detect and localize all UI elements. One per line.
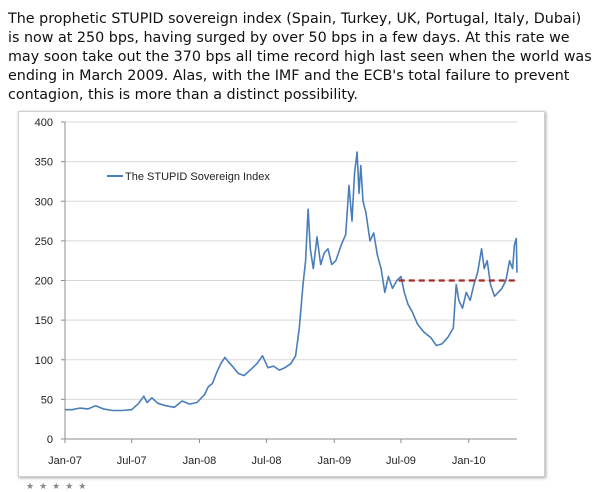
y-tick-label: 250 — [35, 236, 53, 248]
stupid-sovereign-index-chart: 0 50 100 150 200 250 300 350 400 Jan-07 Jul-07 Jan-… — [35, 117, 518, 467]
legend-label: The STUPID Sovereign Index — [125, 171, 270, 183]
y-tick-label: 300 — [35, 196, 53, 208]
y-tick-label: 200 — [35, 276, 53, 288]
y-tick-label: 350 — [35, 157, 53, 169]
series-line — [65, 151, 518, 412]
x-tick-label: Jul-09 — [386, 455, 416, 467]
y-tick-label: 150 — [35, 315, 53, 327]
x-tick-label: Jan-08 — [183, 455, 217, 467]
x-tick-label: Jul-08 — [252, 455, 282, 467]
x-tick-label: Jan-09 — [317, 455, 351, 467]
x-tick-label: Jul-07 — [117, 455, 147, 467]
x-tick-label: Jan-10 — [452, 455, 486, 467]
x-tick-label: Jan-07 — [48, 455, 82, 467]
rating-stars[interactable]: ★★★★★ — [26, 482, 92, 492]
y-tick-label: 0 — [47, 434, 53, 446]
y-tick-label: 100 — [35, 355, 53, 367]
y-tick-label: 400 — [35, 117, 53, 129]
chart-frame: 0 50 100 150 200 250 300 350 400 Jan-07 Jul-07 Jan-… — [18, 111, 545, 477]
post-paragraph: The prophetic STUPID sovereign index (Sp… — [8, 11, 592, 103]
y-tick-label: 50 — [41, 394, 53, 406]
